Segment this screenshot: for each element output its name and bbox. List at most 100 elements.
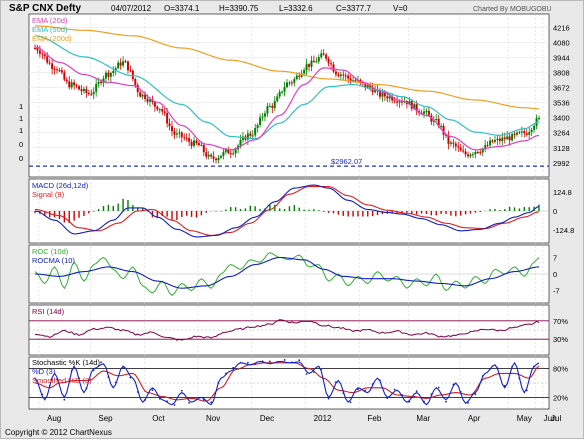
candle-body [124, 61, 127, 63]
stochastic-y-tick: 20% [553, 393, 568, 402]
candle-body [251, 135, 254, 137]
candle-body [452, 142, 455, 144]
candle-body [271, 105, 274, 108]
price-y-tick: 3944 [553, 53, 570, 62]
candle-body [469, 154, 472, 157]
price-legend-entry: EMA (50d) [32, 25, 68, 34]
signal-line [34, 186, 540, 236]
candle-body [82, 88, 85, 92]
candle-body [190, 141, 193, 146]
stochastic-y-tick: 80% [553, 365, 568, 374]
candle-body [227, 149, 230, 154]
x-tick-label: Jul [551, 414, 561, 423]
candle-body [200, 144, 203, 146]
candle-body [530, 129, 533, 133]
candle-body [501, 137, 504, 142]
header-volume: V=0 [393, 4, 408, 13]
candle-body [398, 101, 401, 103]
left-y-tick: 1 [19, 114, 23, 123]
stochastic-k-dot [232, 366, 235, 369]
candle-body [393, 100, 396, 102]
candle-body [471, 154, 474, 156]
candle-body [496, 138, 499, 141]
header-date: 04/07/2012 [111, 4, 152, 13]
stochastic-k-dot [298, 359, 301, 362]
candle-body [43, 54, 46, 57]
stochastic-k-dot [268, 360, 271, 363]
candle-body [263, 113, 266, 117]
candle-body [391, 96, 394, 101]
candle-body [58, 70, 61, 72]
candle-body [80, 89, 83, 92]
candle-body [41, 53, 44, 55]
candle-body [175, 133, 178, 135]
rsi-legend-entry: RSI (14d) [32, 307, 65, 316]
candle-body [266, 106, 269, 114]
candle-body [459, 147, 462, 151]
candle-body [283, 87, 286, 92]
stochastic-k-dot [188, 401, 191, 404]
x-tick-label: Apr [468, 414, 481, 423]
candle-body [538, 118, 540, 120]
candle-body [85, 88, 88, 93]
candle-body [454, 143, 457, 147]
candle-body [261, 116, 264, 118]
candle-body [332, 64, 335, 72]
candle-body [288, 82, 291, 84]
price-y-tick: 4216 [553, 23, 570, 32]
candle-body [148, 99, 151, 102]
candle-body [180, 132, 183, 138]
candle-body [325, 54, 328, 59]
candle-body [312, 60, 315, 62]
candle-body [153, 102, 156, 107]
macd-line [34, 184, 540, 238]
candle-body [481, 149, 484, 153]
candle-body [193, 140, 196, 146]
candle-body [347, 75, 350, 79]
price-legend-entry: EMA (20d) [32, 16, 68, 25]
candle-body [114, 68, 117, 71]
candle-body [131, 70, 134, 79]
candle-body [305, 64, 308, 71]
stochastic-k-dot [349, 401, 352, 404]
candle-body [320, 53, 323, 58]
candle-body [308, 64, 311, 67]
candle-body [273, 101, 276, 108]
stochastic-k-line [34, 360, 540, 406]
candle-body [136, 85, 139, 93]
candle-body [178, 132, 181, 134]
charted-by-label: Charted By MOBUGOBU [473, 6, 552, 13]
candle-body [161, 109, 164, 112]
candle-body [359, 79, 362, 82]
candle-body [503, 137, 506, 140]
candle-body [354, 80, 357, 82]
x-tick-label: May [517, 414, 532, 423]
candle-body [437, 118, 440, 126]
candle-body [525, 133, 528, 135]
x-tick-label: Feb [368, 414, 382, 423]
candle-body [281, 91, 284, 93]
candle-body [51, 63, 54, 69]
x-tick-label: 2012 [314, 414, 332, 423]
candle-body [381, 92, 384, 97]
candle-body [366, 85, 369, 88]
candle-body [78, 86, 81, 90]
stochastic-k-dot [122, 367, 124, 370]
candle-body [523, 131, 526, 134]
candle-body [56, 69, 59, 71]
candle-body [374, 89, 377, 93]
candle-body [278, 91, 281, 97]
candle-body [413, 104, 416, 109]
header-low: L=3332.6 [279, 4, 313, 13]
legends: EMA (20d)EMA (50d)EMA (200d) MACD (26d,12… [32, 16, 100, 385]
rocma-line [34, 256, 540, 289]
candle-body [447, 135, 450, 144]
stochastic-k-dot [173, 404, 176, 406]
candle-body [146, 98, 149, 102]
candle-body [334, 71, 337, 75]
candle-body [87, 92, 90, 94]
roc-legend-entry: ROC (10d) [32, 247, 69, 256]
copyright-label: Copyright © 2012 ChartNexus [5, 428, 112, 437]
